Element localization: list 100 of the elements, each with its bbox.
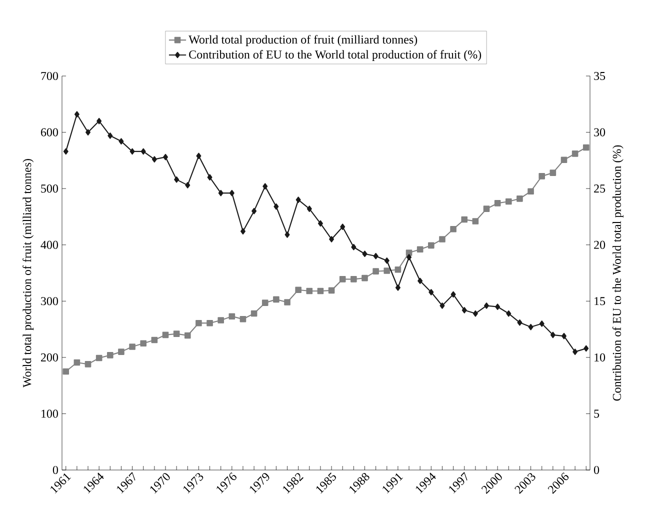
- y-tick-label: 700: [41, 72, 58, 80]
- point: [296, 196, 301, 203]
- point: [572, 348, 578, 355]
- point: [96, 118, 102, 124]
- y-tick-label: 600: [40, 128, 58, 136]
- point: [494, 200, 501, 206]
- point: [538, 173, 545, 180]
- point: [273, 296, 280, 303]
- point: [284, 299, 290, 306]
- y-tick-label: 300: [41, 297, 58, 306]
- point: [472, 310, 478, 317]
- point: [174, 176, 180, 183]
- point: [472, 218, 479, 224]
- y2-tick-label: 0: [594, 466, 600, 474]
- point: [118, 348, 124, 355]
- point: [539, 320, 544, 327]
- point: [96, 354, 102, 362]
- point: [550, 170, 556, 176]
- point: [86, 129, 91, 136]
- point: [362, 274, 368, 282]
- point: [140, 148, 146, 155]
- point: [218, 190, 224, 196]
- y-tick-label: 400: [40, 240, 58, 249]
- legend-label: Contribution of EU to the World total production of fruit (%): [189, 50, 482, 62]
- point: [306, 206, 312, 212]
- y2-tick-label: 35: [594, 72, 606, 80]
- y-axis-title: World total production of fruit (milliard tonnes): [22, 159, 34, 388]
- y2-tick-label: 5: [594, 410, 600, 418]
- point: [196, 320, 202, 326]
- point: [517, 319, 522, 326]
- point: [130, 148, 135, 155]
- point: [461, 216, 468, 223]
- point: [406, 250, 412, 256]
- point: [129, 344, 136, 350]
- point: [495, 304, 500, 310]
- point: [218, 317, 224, 324]
- point: [506, 310, 512, 317]
- point: [140, 340, 147, 347]
- point: [395, 284, 400, 291]
- point: [329, 236, 334, 242]
- point: [74, 111, 80, 118]
- point: [462, 306, 467, 314]
- point: [108, 132, 113, 139]
- point: [505, 198, 512, 205]
- point: [84, 361, 92, 368]
- point: [240, 316, 246, 322]
- point: [528, 324, 534, 330]
- point: [196, 152, 202, 160]
- point: [484, 302, 490, 309]
- point: [394, 266, 402, 273]
- point: [262, 300, 268, 306]
- point: [62, 368, 70, 375]
- point: [516, 196, 523, 202]
- point: [428, 242, 434, 249]
- point: [416, 246, 424, 253]
- point: [561, 332, 566, 340]
- point: [250, 310, 258, 317]
- point: [306, 288, 313, 294]
- point: [350, 276, 357, 282]
- y-tick-label: 500: [41, 184, 58, 193]
- y2-tick-label: 30: [594, 128, 606, 136]
- point: [440, 302, 445, 309]
- point: [107, 352, 114, 358]
- point: [372, 268, 379, 274]
- point: [295, 286, 302, 294]
- point: [328, 287, 335, 294]
- point: [162, 332, 169, 338]
- point: [74, 359, 80, 366]
- point: [584, 345, 589, 352]
- point: [560, 156, 568, 164]
- point: [439, 236, 446, 242]
- y2-tick-label: 25: [594, 184, 606, 193]
- point: [184, 332, 191, 339]
- point: [572, 150, 578, 157]
- point: [151, 336, 158, 344]
- y-tick-label: 0: [52, 466, 58, 474]
- point: [118, 138, 124, 144]
- point: [163, 154, 168, 160]
- point: [582, 144, 590, 151]
- point: [207, 174, 212, 180]
- point: [339, 276, 346, 282]
- point: [185, 182, 190, 188]
- point: [318, 220, 323, 227]
- point: [152, 156, 157, 162]
- point: [252, 208, 257, 214]
- point: [362, 250, 368, 258]
- y2-tick-label: 10: [594, 353, 606, 362]
- point: [528, 188, 534, 195]
- point: [317, 288, 324, 294]
- point: [373, 252, 378, 260]
- point: [228, 313, 236, 320]
- y-tick-label: 200: [41, 353, 58, 362]
- x-tick-label: 1961: [50, 473, 71, 494]
- y2-axis-title: Contribution of EU to the World total production (%): [612, 145, 624, 401]
- point: [428, 288, 434, 296]
- legend-label: World total production of fruit (milliard tonnes): [188, 35, 418, 46]
- point: [450, 291, 456, 298]
- point: [173, 330, 180, 337]
- point: [550, 332, 556, 338]
- point: [229, 190, 234, 196]
